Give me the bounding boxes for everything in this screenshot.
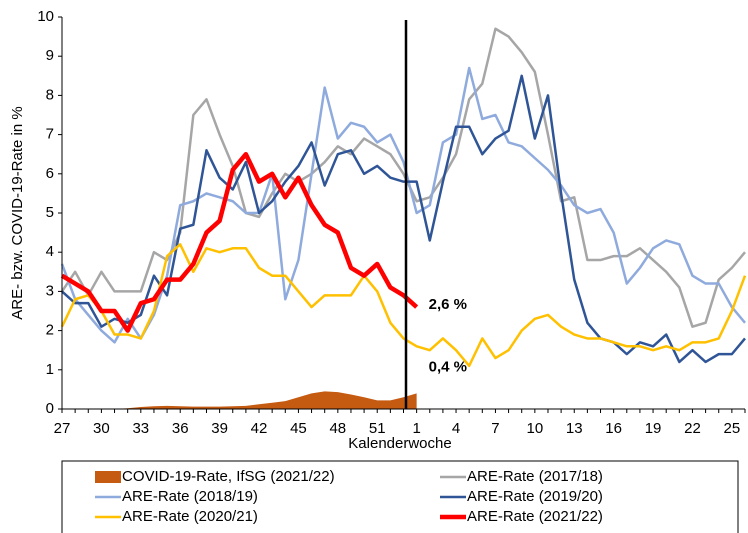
x-tick-label: 25 bbox=[724, 420, 741, 437]
x-tick-label: 45 bbox=[290, 420, 307, 437]
x-tick-label: 19 bbox=[645, 420, 662, 437]
y-tick-label: 7 bbox=[46, 126, 54, 143]
y-tick-label: 10 bbox=[37, 8, 54, 25]
y-tick-label: 4 bbox=[46, 243, 54, 260]
y-tick-label: 0 bbox=[46, 400, 54, 417]
x-tick-label: 1 bbox=[412, 420, 420, 437]
value-label: 0,4 % bbox=[429, 358, 467, 375]
x-tick-label: 39 bbox=[211, 420, 228, 437]
legend-box bbox=[61, 460, 739, 533]
x-tick-label: 48 bbox=[329, 420, 346, 437]
y-tick-label: 9 bbox=[46, 47, 54, 64]
value-label: 2,6 % bbox=[429, 296, 467, 313]
x-tick-label: 27 bbox=[54, 420, 71, 437]
y-tick-label: 8 bbox=[46, 86, 54, 103]
y-axis-label: ARE- bzw. COVID-19-Rate in % bbox=[9, 106, 26, 319]
y-tick-label: 2 bbox=[46, 322, 54, 339]
y-tick-label: 6 bbox=[46, 165, 54, 182]
legend-swatch bbox=[95, 471, 121, 483]
x-tick-label: 7 bbox=[491, 420, 499, 437]
x-tick-label: 33 bbox=[132, 420, 149, 437]
y-tick-label: 3 bbox=[46, 282, 54, 299]
x-tick-label: 13 bbox=[566, 420, 583, 437]
legend-label: ARE-Rate (2021/22) bbox=[467, 508, 603, 525]
y-tick-label: 5 bbox=[46, 204, 54, 221]
x-tick-label: 10 bbox=[527, 420, 544, 437]
series-line bbox=[60, 243, 747, 368]
series-line bbox=[60, 66, 746, 344]
legend-label: ARE-Rate (2019/20) bbox=[467, 488, 603, 505]
legend-label: ARE-Rate (2018/19) bbox=[122, 488, 258, 505]
series-line bbox=[60, 27, 746, 328]
y-tick-label: 1 bbox=[46, 361, 54, 378]
x-tick-label: 42 bbox=[251, 420, 268, 437]
series-line bbox=[60, 151, 419, 333]
legend-label: ARE-Rate (2017/18) bbox=[467, 468, 603, 485]
x-tick-label: 30 bbox=[93, 420, 110, 437]
x-tick-label: 36 bbox=[172, 420, 189, 437]
x-tick-label: 51 bbox=[369, 420, 386, 437]
x-tick-label: 16 bbox=[605, 420, 622, 437]
x-tick-label: 4 bbox=[452, 420, 460, 437]
x-axis-label: Kalenderwoche bbox=[348, 435, 451, 452]
x-tick-label: 22 bbox=[684, 420, 701, 437]
legend-label: COVID-19-Rate, IfSG (2021/22) bbox=[122, 468, 335, 485]
covid-area bbox=[62, 391, 417, 409]
legend-label: ARE-Rate (2020/21) bbox=[122, 508, 258, 525]
series-line bbox=[61, 74, 746, 364]
